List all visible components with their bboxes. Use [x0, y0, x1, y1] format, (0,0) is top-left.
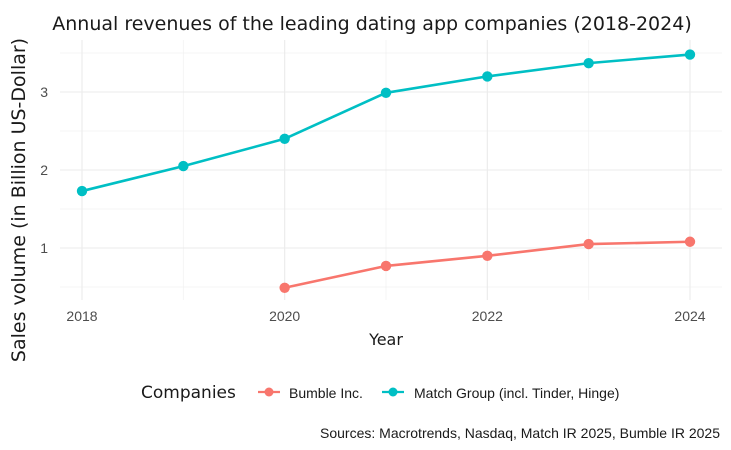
series-match-group	[76, 49, 696, 197]
y-axis-ticks: 1 2 3	[40, 84, 48, 256]
legend-key-point	[264, 387, 274, 397]
x-tick-label: 2020	[269, 308, 300, 324]
data-point[interactable]	[279, 282, 290, 293]
x-axis-ticks: 2018 2020 2022 2024	[66, 308, 705, 324]
chart-title: Annual revenues of the leading dating ap…	[52, 13, 691, 35]
source-caption: Sources: Macrotrends, Nasdaq, Match IR 2…	[320, 425, 720, 441]
y-tick-label: 1	[40, 240, 48, 256]
y-axis-label: Sales volume (in Billion US-Dollar)	[8, 38, 30, 362]
data-point[interactable]	[380, 87, 392, 98]
y-tick-label: 2	[40, 162, 48, 178]
legend-label: Bumble Inc.	[289, 385, 363, 401]
data-point[interactable]	[482, 250, 493, 261]
data-point[interactable]	[279, 133, 290, 144]
legend-item-bumble[interactable]: Bumble Inc.	[258, 385, 363, 401]
data-point[interactable]	[684, 236, 696, 247]
legend: Companies Bumble Inc. Match Group (incl.…	[141, 383, 619, 403]
data-point[interactable]	[482, 71, 493, 82]
x-axis-label: Year	[368, 330, 403, 349]
x-tick-label: 2022	[472, 308, 503, 324]
legend-key-point	[388, 387, 398, 397]
grid	[60, 40, 722, 300]
series-layer	[76, 49, 696, 293]
legend-title: Companies	[141, 383, 236, 403]
series-bumble	[279, 236, 696, 293]
data-point[interactable]	[76, 185, 88, 197]
legend-label: Match Group (incl. Tinder, Hinge)	[414, 385, 619, 401]
x-tick-label: 2018	[66, 308, 97, 324]
data-point[interactable]	[380, 260, 392, 272]
data-point[interactable]	[178, 160, 189, 172]
data-point[interactable]	[583, 57, 594, 69]
x-tick-label: 2024	[674, 308, 705, 324]
data-point[interactable]	[583, 238, 594, 250]
data-point[interactable]	[684, 49, 696, 60]
legend-item-match[interactable]: Match Group (incl. Tinder, Hinge)	[382, 385, 619, 401]
y-tick-label: 3	[40, 84, 48, 100]
